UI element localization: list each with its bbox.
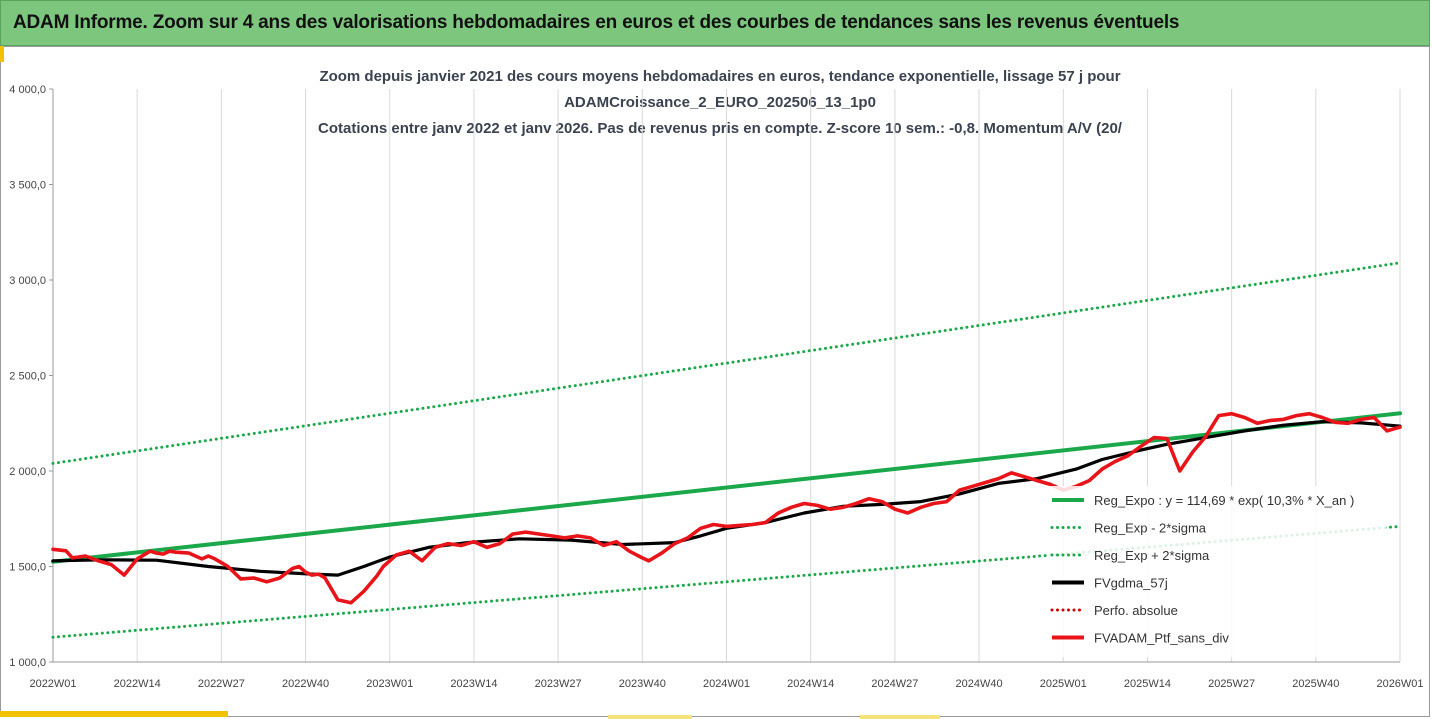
x-tick-label: 2024W27 xyxy=(871,678,918,690)
x-tick-label: 2023W40 xyxy=(619,678,666,690)
legend-entry: Perfo. absolue xyxy=(1094,603,1178,618)
accent-bar-bottom xyxy=(0,711,228,717)
legend-entry: FVgdma_57j xyxy=(1094,576,1168,591)
y-tick-label: 4 000,0 xyxy=(9,84,46,96)
y-tick-label: 1 500,0 xyxy=(9,562,46,574)
legend-entry: FVADAM_Ptf_sans_div xyxy=(1094,631,1229,646)
series-layer xyxy=(51,261,1402,639)
x-tick-label: 2023W27 xyxy=(535,678,582,690)
y-tick-label: 2 500,0 xyxy=(9,371,46,383)
series-line-0 xyxy=(51,411,1402,564)
chart-title-line-3: Cotations entre janv 2022 et janv 2026. … xyxy=(318,120,1123,137)
series-line-5 xyxy=(51,411,1402,605)
chart-title-line-2: ADAMCroissance_2_EURO_202506_13_1p0 xyxy=(564,94,876,111)
legend-entry: Reg_Expo : y = 114,69 * exp( 10,3% * X_a… xyxy=(1094,493,1354,508)
x-tick-label: 2022W14 xyxy=(114,678,161,690)
axes: 2022W01 2022W14 2022W27 2022W40 2023W01 2023W… xyxy=(9,84,1423,690)
x-tick-label: 2023W01 xyxy=(366,678,413,690)
header-banner: ADAM Informe. Zoom sur 4 ans des valoris… xyxy=(0,0,1430,46)
x-tick-label: 2022W01 xyxy=(29,678,76,690)
x-tick-label: 2023W14 xyxy=(450,678,497,690)
y-tick-label: 1 000,0 xyxy=(9,657,46,669)
y-tick-label: 2 000,0 xyxy=(9,466,46,478)
accent-bar-bottom-3 xyxy=(860,715,940,719)
x-tick-label: 2022W40 xyxy=(282,678,329,690)
x-tick-label: 2025W27 xyxy=(1208,678,1255,690)
x-tick-label: 2025W01 xyxy=(1040,678,1087,690)
x-tick-label: 2024W01 xyxy=(703,678,750,690)
chart-frame xyxy=(0,46,1430,717)
x-tick-label: 2025W14 xyxy=(1124,678,1171,690)
series-line-2 xyxy=(51,261,1402,465)
chart-title-line-1: Zoom depuis janvier 2021 des cours moyen… xyxy=(319,68,1120,85)
x-tick-label: 2025W40 xyxy=(1292,678,1339,690)
y-tick-label: 3 000,0 xyxy=(9,275,46,287)
report-title: ADAM Informe. Zoom sur 4 ans des valoris… xyxy=(13,12,1180,33)
x-tick-label: 2022W27 xyxy=(198,678,245,690)
x-tick-label: 2024W40 xyxy=(956,678,1003,690)
legend-entry: Reg_Exp - 2*sigma xyxy=(1094,521,1207,536)
x-tick-label: 2024W14 xyxy=(787,678,834,690)
x-tick-label: 2026W01 xyxy=(1376,678,1423,690)
accent-bar-bottom-2 xyxy=(608,715,692,719)
legend-background xyxy=(1048,486,1386,657)
legend-entry: Reg_Exp + 2*sigma xyxy=(1094,548,1210,563)
y-tick-label: 3 500,0 xyxy=(9,180,46,192)
legend: Reg_Expo : y = 114,69 * exp( 10,3% * X_a… xyxy=(1048,486,1386,657)
accent-bar-left xyxy=(0,46,4,62)
